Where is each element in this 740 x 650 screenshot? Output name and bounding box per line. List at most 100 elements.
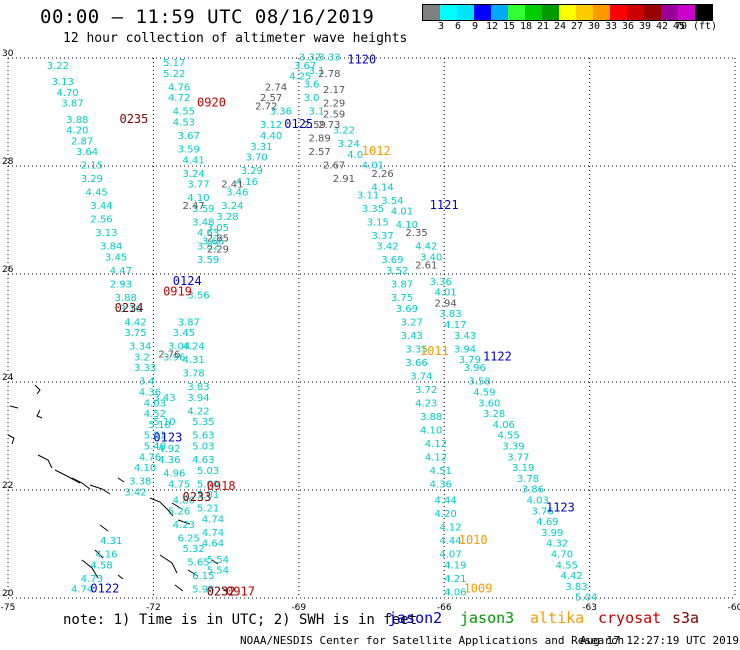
wave-height-value: 5.54 [207,566,229,577]
wave-height-value: 3.79 [459,355,481,366]
pass-time-label: 0124 [173,274,202,288]
wave-height-value: 3.43 [153,393,175,404]
wave-height-value: 4.41 [182,155,204,166]
legend-swatch [423,5,440,20]
wave-height-value: 5.17 [163,58,185,69]
wave-height-value: 3.29 [241,166,263,177]
wave-height-value: 3.52 [386,266,408,277]
wave-height-value: 4.51 [430,466,452,477]
latitude-tick-label: 28 [2,157,14,167]
wave-height-value: 5.54 [207,555,229,566]
legend-label: 15 [502,21,516,32]
wave-height-value: 2.72 [255,101,277,112]
wave-height-value: 3.42 [376,242,398,253]
longitude-tick-label: -66 [437,603,452,613]
wave-height-value: 3.15 [367,217,389,228]
legend-swatch [508,5,525,20]
wave-height-value: 3.39 [502,442,524,453]
legend-swatch [559,5,576,20]
coastline [7,384,229,593]
legend-swatch [542,5,559,20]
wave-height-value: 3.44 [90,201,112,212]
legend-swatch [695,5,712,20]
wave-height-value: 2.67 [323,161,345,172]
wave-height-value: 3.36 [430,277,452,288]
longitude-tick-label: -69 [291,603,306,613]
page-title: 00:00 – 11:59 UTC 08/16/2019 [40,6,375,28]
wave-height-value: 5.10 [153,417,175,428]
wave-height-value: 4.63 [197,228,219,239]
wave-height-value: 4.55 [556,560,578,571]
legend-swatch [474,5,491,20]
wave-height-value: 6.15 [192,571,214,582]
wave-height-value: 3.24 [182,169,204,180]
map-grid: -75 -72 -69 -66 -63 -60 30 28 26 24 22 20 [1,49,740,613]
wave-height-value: 2.17 [323,85,345,96]
wave-height-value: 4.23 [173,520,195,531]
wave-height-value: 3.87 [178,317,200,328]
wave-height-value: 3.77 [187,180,209,191]
wave-height-value: 4.0 [347,150,363,161]
pass-time-label: 0234 [115,301,144,315]
wave-height-value: 4.12 [425,439,447,450]
latitude-tick-label: 24 [2,373,14,383]
wave-height-value: 3.99 [541,528,563,539]
legend-swatch [491,5,508,20]
wave-height-value: 3.43 [454,331,476,342]
wave-height-value: 4.40 [260,131,282,142]
wave-height-value: 3.56 [187,290,209,301]
wave-height-value: 3.24 [221,201,243,212]
legend-swatch [525,5,542,20]
wave-height-value: 3.54 [381,196,403,207]
wave-height-value: 4.70 [551,550,573,561]
satellite-legend-jason3: jason3 [460,609,515,627]
wave-height-value: 4.10 [396,220,418,231]
wave-height-value: 4.74 [71,585,93,596]
longitude-tick-label: -75 [1,603,16,613]
wave-height-value: 4.36 [158,455,180,466]
generated-timestamp: Aug 17 12:27:19 UTC 2019 [580,634,739,647]
pass-time-label: 0919 [163,285,192,299]
wave-height-value: 4.12 [439,523,461,534]
pass-time-label: 1121 [430,198,459,212]
wave-height-value: 4.36 [430,479,452,490]
wave-height-value: 4.42 [124,317,146,328]
wave-height-value: 5.21 [197,504,219,515]
wave-height-value: 3.76 [531,506,553,517]
pass-time-label: 0125 [284,117,313,131]
wave-height-value: 5.21 [144,431,166,442]
wave-height-value: 3.37 [372,231,394,242]
wave-height-value: 2.35 [405,228,427,239]
color-scale-labels: 3 6 9 12 15 18 21 24 27 30 33 36 39 42 45 70 (ft) [422,21,740,35]
wave-height-value: 3.19 [512,463,534,474]
wave-height-value: 2.57 [308,147,330,158]
wave-height-value: 2.89 [308,134,330,145]
wave-height-value: 3.58 [468,377,490,388]
wave-height-value: 5.10 [149,420,171,431]
legend-label: 45 [672,21,686,32]
wave-height-value: 3.77 [507,452,529,463]
wave-height-value: 3.6 [304,80,320,91]
wave-height-value: 3.83 [439,309,461,320]
wave-height-value: 3.64 [76,147,98,158]
legend-label: 70 (ft) [674,21,718,32]
wave-height-value: 5.00 [197,479,219,490]
legend-swatch [576,5,593,20]
wave-height-value: 4.01 [391,207,413,218]
wave-height-value: 2.29 [207,244,229,255]
wave-height-value: 4.59 [473,388,495,399]
longitude-tick-label: -60 [728,603,740,613]
wave-height-value: 2.78 [318,69,340,80]
wave-height-value: 4.03 [527,496,549,507]
wave-height-value: 4.42 [415,242,437,253]
wave-height-value: 3.36 [270,107,292,118]
wave-height-value: 3.78 [182,369,204,380]
wave-height-value: 3.1 [308,66,324,77]
wave-height-value: 2.74 [265,82,287,93]
latitude-tick-label: 26 [2,265,14,275]
wave-height-value: 3.13 [52,77,74,88]
wave-height-value: 5.01 [197,490,219,501]
wave-height-value: 4.64 [202,539,224,550]
wave-height-value: 3.04 [168,342,190,353]
